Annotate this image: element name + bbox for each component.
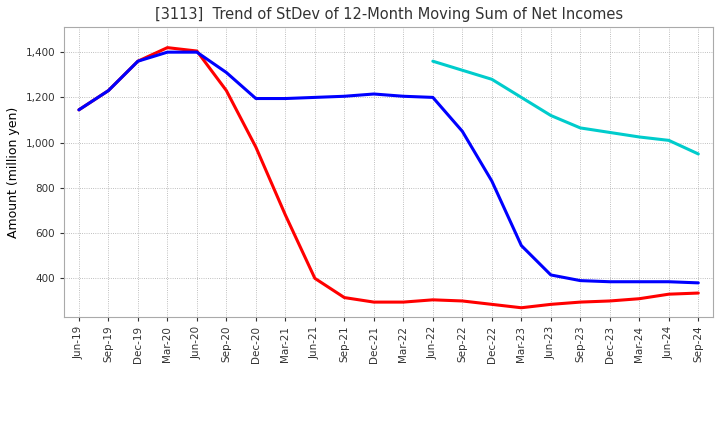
5 Years	[104, 88, 113, 93]
3 Years	[399, 300, 408, 305]
3 Years	[251, 144, 260, 150]
3 Years	[517, 305, 526, 310]
5 Years	[665, 279, 673, 284]
Title: [3113]  Trend of StDev of 12-Month Moving Sum of Net Incomes: [3113] Trend of StDev of 12-Month Moving…	[155, 7, 623, 22]
Y-axis label: Amount (million yen): Amount (million yen)	[7, 106, 20, 238]
7 Years	[576, 125, 585, 131]
Line: 3 Years: 3 Years	[79, 48, 698, 308]
3 Years	[134, 59, 143, 64]
5 Years	[163, 50, 171, 55]
3 Years	[75, 107, 84, 113]
5 Years	[75, 107, 84, 113]
5 Years	[428, 95, 437, 100]
7 Years	[517, 95, 526, 100]
7 Years	[694, 151, 703, 157]
7 Years	[428, 59, 437, 64]
3 Years	[340, 295, 348, 300]
3 Years	[310, 276, 319, 281]
Line: 5 Years: 5 Years	[79, 52, 698, 283]
5 Years	[340, 94, 348, 99]
3 Years	[635, 296, 644, 301]
3 Years	[104, 88, 113, 93]
3 Years	[694, 290, 703, 296]
3 Years	[487, 302, 496, 307]
Legend: 3 Years, 5 Years, 7 Years, 10 Years: 3 Years, 5 Years, 7 Years, 10 Years	[179, 438, 598, 440]
5 Years	[369, 92, 378, 97]
3 Years	[222, 88, 230, 93]
5 Years	[222, 70, 230, 75]
3 Years	[428, 297, 437, 302]
5 Years	[134, 59, 143, 64]
7 Years	[665, 138, 673, 143]
3 Years	[163, 45, 171, 50]
5 Years	[458, 128, 467, 134]
3 Years	[281, 213, 289, 218]
5 Years	[192, 50, 201, 55]
5 Years	[606, 279, 614, 284]
5 Years	[251, 96, 260, 101]
5 Years	[517, 243, 526, 248]
5 Years	[281, 96, 289, 101]
5 Years	[694, 280, 703, 286]
7 Years	[546, 113, 555, 118]
5 Years	[576, 278, 585, 283]
3 Years	[546, 302, 555, 307]
7 Years	[458, 68, 467, 73]
3 Years	[458, 298, 467, 304]
5 Years	[635, 279, 644, 284]
5 Years	[487, 179, 496, 184]
3 Years	[369, 300, 378, 305]
7 Years	[606, 130, 614, 135]
5 Years	[399, 94, 408, 99]
3 Years	[606, 298, 614, 304]
5 Years	[310, 95, 319, 100]
3 Years	[576, 300, 585, 305]
5 Years	[546, 272, 555, 278]
3 Years	[665, 292, 673, 297]
7 Years	[635, 134, 644, 139]
3 Years	[192, 48, 201, 54]
Line: 7 Years: 7 Years	[433, 61, 698, 154]
7 Years	[487, 77, 496, 82]
